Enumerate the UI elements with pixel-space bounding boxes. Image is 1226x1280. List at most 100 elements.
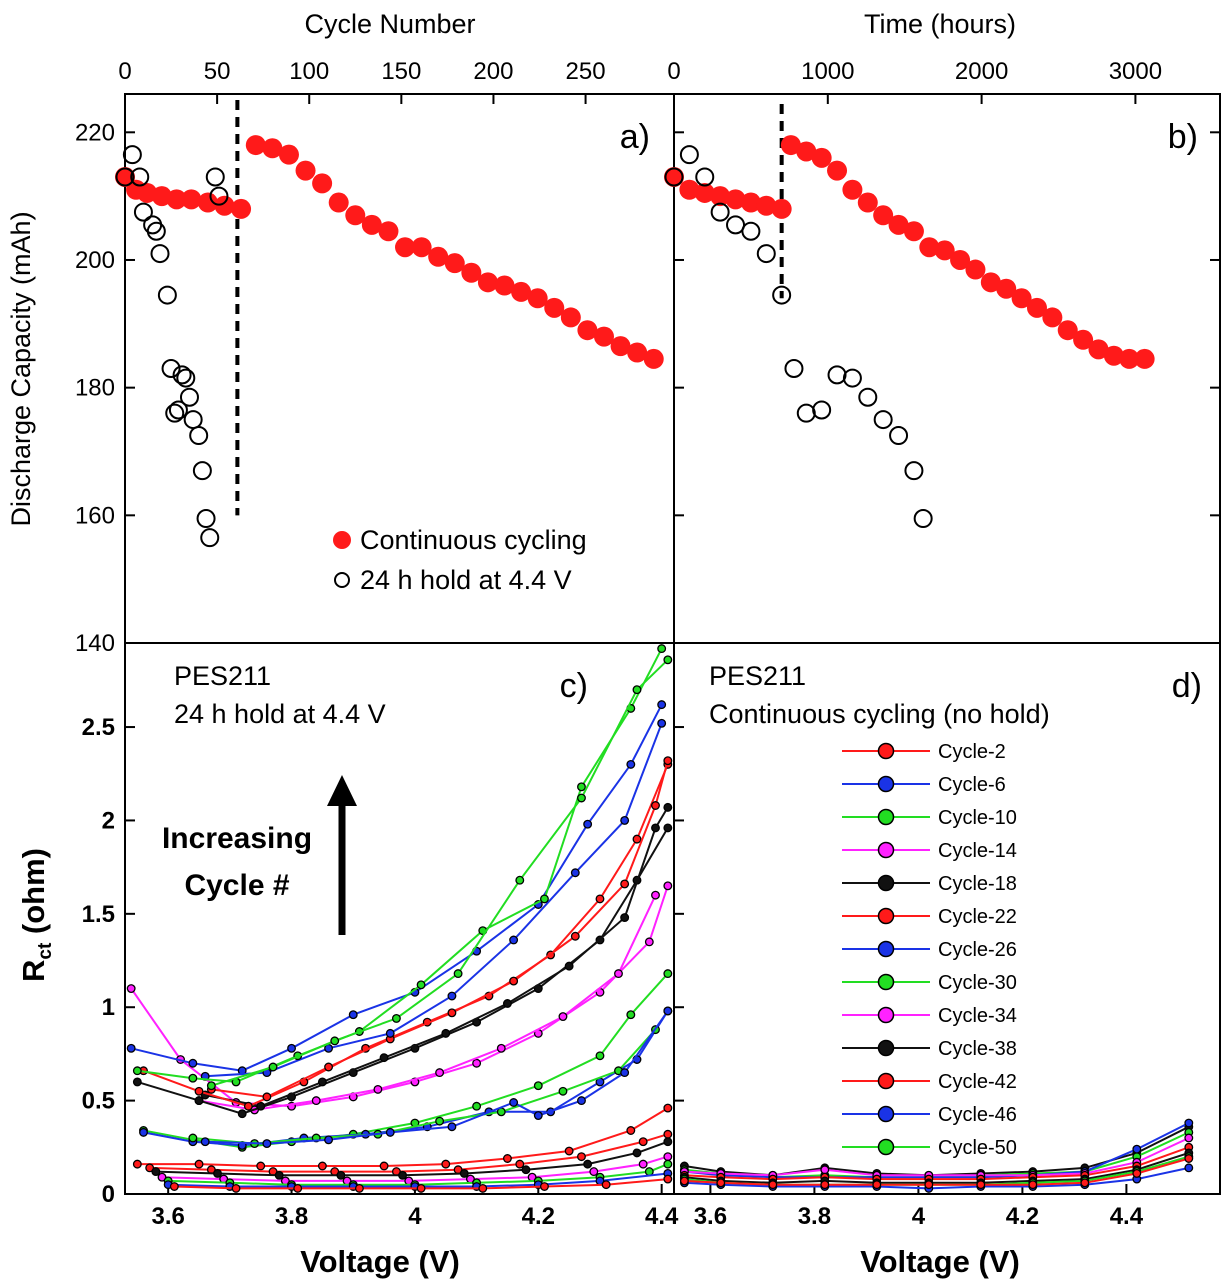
point-continuous-b [903,221,924,242]
legend-label-d: Cycle-50 [938,1137,1017,1159]
point-continuous-b [996,278,1017,299]
curve-red-c [211,760,669,1098]
legend-label-continuous: Continuous cycling [360,525,587,555]
point-continuous-a [245,135,266,156]
point-green-c [188,1133,198,1143]
point-green-c [540,894,549,904]
point-magenta-d [820,1165,830,1175]
point-green-c [188,1073,198,1083]
point-red-c [354,1183,364,1193]
point-continuous-b [796,141,817,162]
point-continuous-b [965,259,986,280]
point-hold-a [130,167,150,187]
point-hold-a [146,221,166,241]
point-hold-b [710,202,730,222]
point-blue-c [447,991,457,1001]
point-red-c [502,1154,512,1163]
legend-marker-continuous [333,531,351,549]
point-magenta-c [663,881,673,891]
legend-marker-d [877,1072,895,1090]
y-tick-label-a: 180 [75,375,115,402]
point-hold-b [858,387,878,407]
point-magenta-c [614,969,623,979]
point-continuous-b [1057,320,1078,341]
point-green-c [632,685,642,695]
top-axis-label-a: Cycle Number [304,9,475,39]
point-green-c [663,1159,673,1169]
point-continuous-a [214,195,235,216]
point-hold-a [115,167,135,187]
point-blue-c [509,1098,519,1107]
x-tick-label-a: 150 [381,58,421,85]
point-red-c [564,1146,574,1156]
point-continuous-a [577,320,598,341]
point-blue-c [348,1010,358,1020]
point-continuous-a [395,237,416,258]
point-continuous-a [295,160,316,181]
point-black-c [663,823,673,833]
point-continuous-a [477,272,498,293]
x-tick-label-a: 250 [566,58,606,85]
point-green-c [391,1013,401,1023]
point-continuous-a [527,288,548,309]
point-hold-a [205,167,225,187]
point-hold-b [772,285,792,305]
panel-a: 0 50 100 150 200 250 140 160 180 200 220 [75,58,664,657]
point-red-c [194,1086,204,1096]
x-axis-label-d: Voltage (V) [860,1244,1020,1279]
y-tick-label-c: 1 [102,994,115,1021]
point-continuous-b [740,192,761,213]
x-tick-label-b: 1000 [801,58,854,85]
curve-magenta-c [161,1155,669,1182]
curve-red-c [137,1107,669,1167]
point-hold-a [133,202,153,222]
point-continuous-b [1011,288,1032,309]
legend-label-d: Cycle-42 [938,1071,1017,1093]
point-black-c [237,1109,247,1119]
x-tick-label-c: 4 [408,1203,422,1230]
x-tick-label-c: 3.6 [151,1203,184,1230]
legend-label-d: Cycle-38 [938,1038,1017,1060]
point-blue-c [188,1058,198,1068]
panel-label-d: d) [1172,667,1202,705]
y-axis-label-capacity: Discharge Capacity (mAh) [6,211,36,526]
point-continuous-a [593,326,614,347]
point-hold-a [150,244,170,264]
point-red-c [540,1182,549,1191]
legend-marker-d [877,973,895,991]
point-continuous-a [544,297,565,318]
point-blue-c [287,1043,297,1053]
point-continuous-a [444,253,465,274]
legend-d: Cycle-2 Cycle-6 Cycle-10 Cycle-14 Cycle-18 Cy… [842,741,1017,1159]
curve-red-c [149,1133,669,1173]
point-continuous-b [1088,339,1109,360]
point-black-c [441,1028,451,1038]
annotation-continuous-d: Continuous cycling (no hold) [709,699,1050,729]
point-green-c [663,969,673,979]
point-continuous-b [811,147,832,168]
legend-marker-d [877,775,895,793]
point-hold-a [209,186,229,206]
point-continuous-b [679,179,700,200]
legend-marker-d [877,1006,895,1024]
point-green-c [595,1051,605,1061]
point-blue-d [1132,1144,1142,1154]
point-red-c [169,1182,179,1191]
point-red-c [626,1126,636,1135]
legend-label-d: Cycle-34 [938,1005,1017,1027]
point-red-c [447,1008,457,1018]
point-magenta-c [651,890,660,900]
point-red-c [441,1159,451,1169]
panel-label-b: b) [1168,118,1198,156]
point-continuous-b [857,192,878,213]
point-hold-a [196,509,216,529]
point-continuous-b [827,160,848,181]
point-black-c [459,1169,469,1178]
point-black-c [583,1159,593,1169]
point-hold-a [122,145,142,165]
point-green-c [472,1101,482,1111]
point-continuous-a [361,214,382,235]
point-red-c [663,756,673,766]
point-continuous-b [934,240,955,261]
point-continuous-a [345,205,366,226]
